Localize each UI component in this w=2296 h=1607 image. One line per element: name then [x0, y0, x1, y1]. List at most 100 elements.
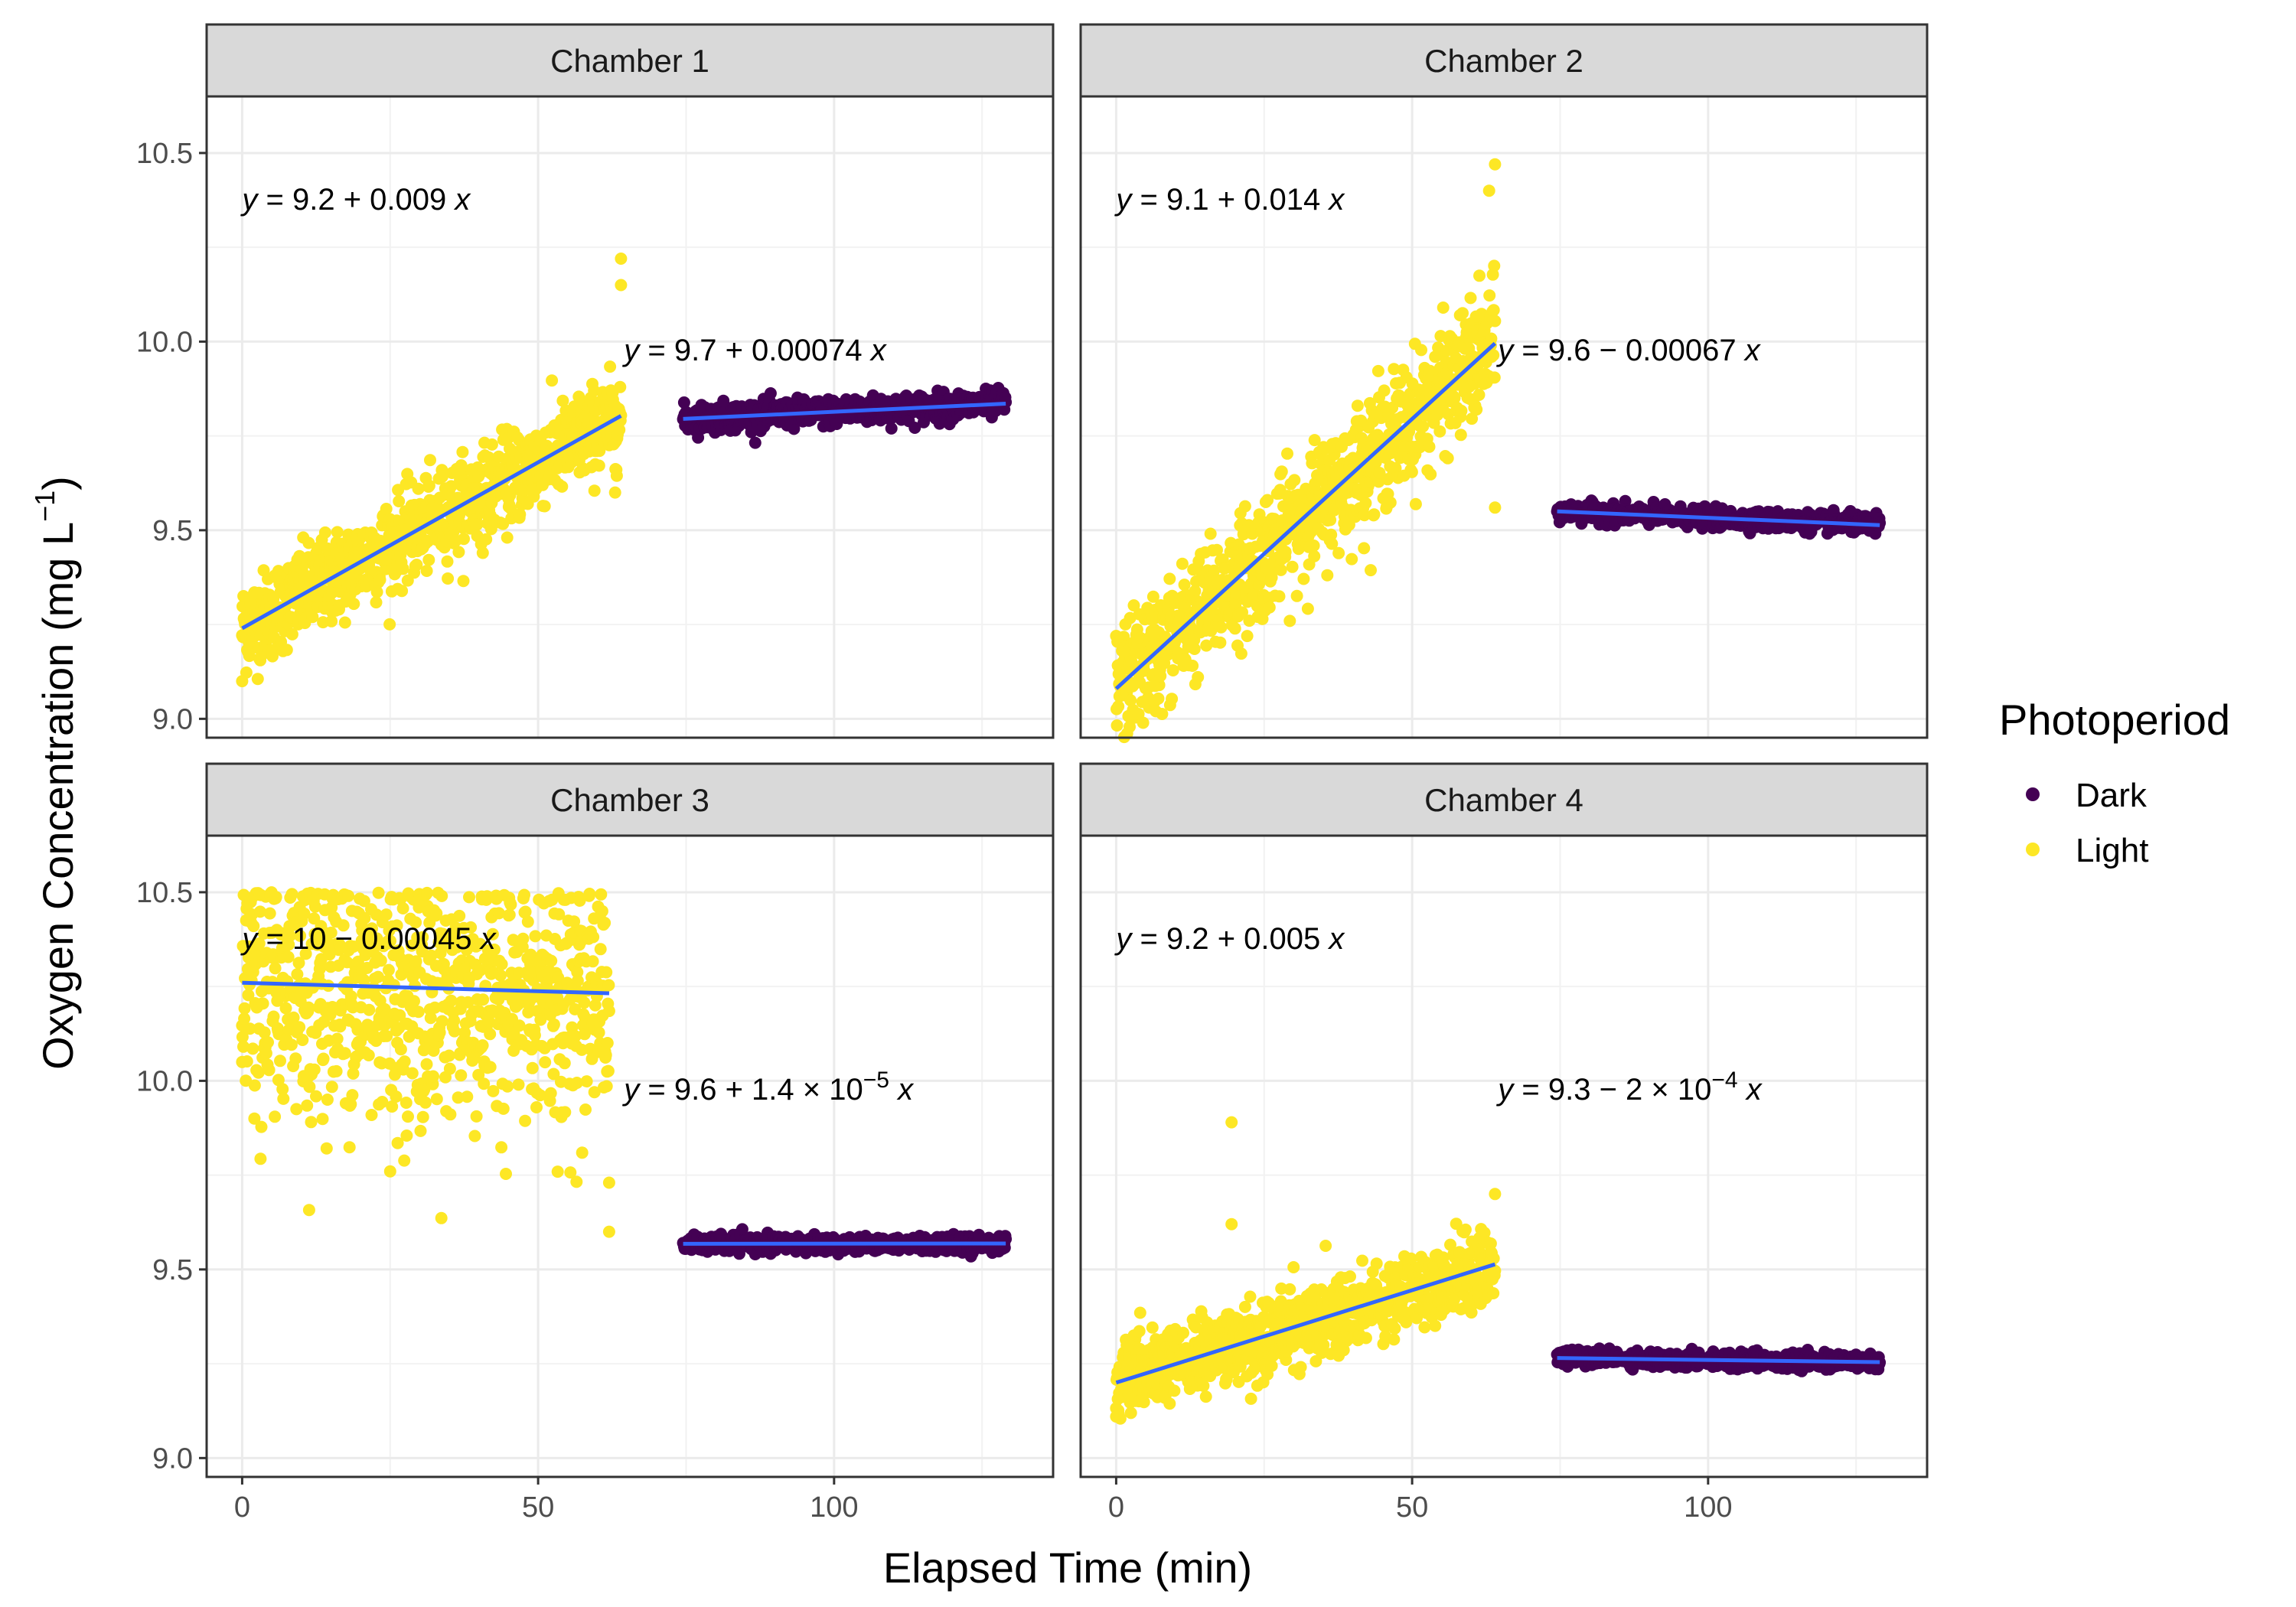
light-point	[380, 562, 393, 575]
light-point	[613, 423, 626, 436]
light-point	[500, 1168, 512, 1180]
light-point	[452, 1091, 465, 1104]
light-point	[435, 889, 448, 902]
light-point	[564, 1166, 577, 1179]
light-point	[1153, 679, 1166, 692]
light-point	[573, 895, 586, 907]
panel-strip	[205, 762, 1055, 837]
light-point	[400, 1129, 413, 1142]
light-point	[514, 508, 527, 521]
light-point	[529, 930, 542, 943]
light-point	[595, 888, 608, 901]
light-point	[376, 1096, 389, 1108]
light-point	[321, 1094, 334, 1106]
light-point	[484, 1028, 497, 1041]
light-point	[610, 469, 623, 482]
light-point	[1146, 590, 1159, 603]
light-point	[578, 996, 591, 1009]
light-point	[412, 482, 425, 495]
light-point	[458, 533, 470, 546]
light-point	[1415, 344, 1427, 357]
light-point	[363, 1003, 376, 1016]
light-point	[546, 374, 559, 387]
light-point	[1456, 307, 1469, 320]
y-tick-label: 10.0	[136, 326, 193, 358]
panel-3: Chamber 3y = 10 − 0.00045 xy = 9.6 + 1.4…	[136, 762, 1055, 1524]
light-point	[545, 954, 558, 967]
light-point	[614, 380, 627, 393]
light-point	[1409, 497, 1422, 510]
dark-point	[717, 394, 730, 407]
light-point	[422, 479, 435, 492]
light-point	[599, 1048, 612, 1061]
light-point	[1308, 434, 1321, 447]
panel-border	[205, 95, 1055, 739]
light-point-outlier	[236, 1055, 249, 1068]
light-point	[384, 934, 396, 947]
light-point	[1168, 1384, 1181, 1397]
light-point	[472, 1068, 485, 1081]
light-point	[424, 1012, 437, 1025]
light-point	[290, 1103, 303, 1116]
light-point	[421, 886, 433, 899]
light-point	[293, 1021, 306, 1034]
y-tick-label: 9.5	[152, 1254, 193, 1286]
y-tick-label: 10.0	[136, 1065, 193, 1097]
light-point	[287, 1011, 300, 1024]
light-point	[1204, 527, 1217, 540]
light-point	[583, 888, 596, 900]
light-point	[237, 1040, 249, 1053]
light-point	[512, 1078, 525, 1091]
light-point	[398, 1154, 411, 1167]
equation-dark-y: y	[1495, 334, 1515, 367]
light-point	[1466, 412, 1479, 425]
light-point	[1238, 500, 1251, 513]
light-point	[488, 944, 501, 956]
light-point	[552, 971, 565, 984]
light-point	[301, 1099, 314, 1112]
light-point	[1263, 601, 1276, 614]
light-point	[1441, 451, 1454, 464]
light-point	[1146, 1321, 1159, 1334]
light-point	[521, 915, 534, 928]
light-point	[1464, 292, 1477, 305]
light-point	[1324, 513, 1337, 526]
light-point	[1163, 572, 1176, 585]
light-point	[414, 1124, 427, 1137]
light-point	[1359, 497, 1372, 510]
equation-dark-body: = 9.6 + 1.4 × 10	[639, 1073, 863, 1107]
light-point	[558, 1057, 571, 1070]
light-point-outlier	[1489, 158, 1502, 171]
light-point-outlier	[236, 675, 249, 688]
light-point	[1214, 636, 1227, 649]
light-point	[425, 949, 438, 962]
light-point	[1455, 404, 1468, 417]
light-point	[1200, 639, 1213, 652]
light-point	[487, 1084, 500, 1097]
light-point	[484, 1061, 497, 1074]
light-point	[236, 1031, 249, 1044]
light-point	[1188, 643, 1201, 655]
light-point	[1186, 660, 1199, 672]
equation-dark: y = 9.7 + 0.00074 x	[621, 334, 887, 367]
light-point	[416, 931, 429, 944]
light-point	[604, 360, 617, 373]
light-point	[323, 948, 336, 961]
light-point	[325, 614, 338, 627]
dark-point	[1874, 517, 1887, 530]
light-point	[1437, 302, 1450, 314]
light-point	[396, 585, 409, 598]
light-point	[1351, 399, 1364, 412]
light-point	[419, 1096, 432, 1109]
points	[1110, 158, 1887, 744]
light-point	[247, 920, 260, 933]
light-point	[398, 1055, 411, 1068]
dark-point	[788, 422, 801, 435]
light-point	[586, 955, 599, 968]
light-point	[1265, 571, 1278, 584]
light-point	[1448, 392, 1461, 405]
light-point	[501, 531, 514, 544]
light-point	[283, 930, 296, 942]
y-tick-label: 9.5	[152, 515, 193, 547]
